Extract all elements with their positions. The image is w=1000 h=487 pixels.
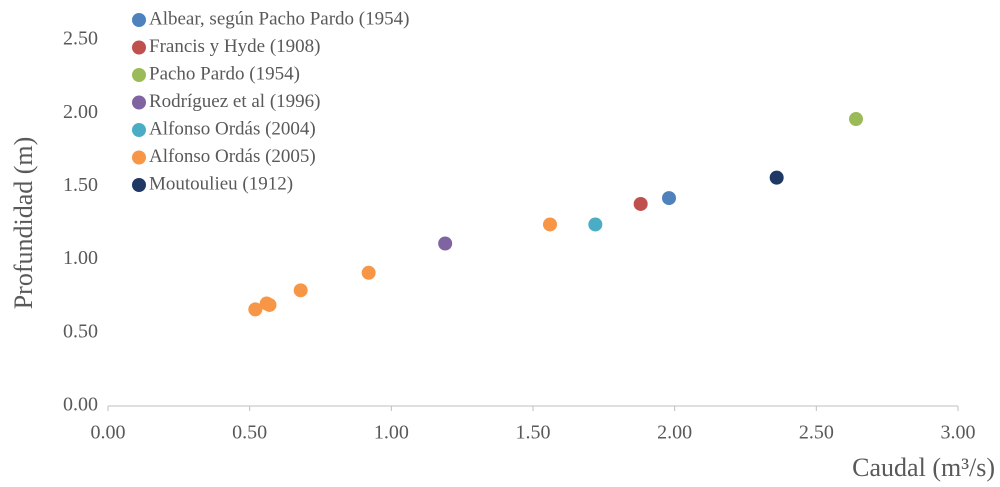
data-point	[361, 265, 376, 280]
data-point	[769, 170, 784, 185]
y-tick-label: 1.00	[63, 247, 98, 269]
y-tick-label: 0.50	[63, 320, 98, 342]
legend-label: Albear, según Pacho Pardo (1954)	[149, 8, 409, 29]
legend-marker	[132, 95, 146, 110]
x-tick-label: 2.00	[657, 422, 692, 444]
data-point	[633, 196, 648, 211]
data-point	[438, 236, 453, 251]
x-tick-label: 1.50	[516, 422, 551, 444]
legend-label: Alfonso Ordás (2004)	[149, 118, 316, 139]
legend-label: Moutoulieu (1912)	[149, 173, 293, 194]
legend-label: Pacho Pardo (1954)	[149, 63, 300, 84]
legend-marker	[132, 13, 146, 27]
legend-marker	[132, 150, 146, 165]
y-tick-label: 2.00	[63, 101, 98, 123]
legend-marker	[132, 178, 146, 192]
data-point	[588, 217, 603, 232]
x-axis-label: Caudal (m³/s)	[852, 453, 995, 482]
data-point	[262, 297, 277, 312]
legend-marker	[132, 40, 146, 55]
x-tick-label: 0.50	[232, 422, 267, 444]
legend-label: Francis y Hyde (1908)	[149, 36, 321, 57]
x-tick-label: 2.50	[799, 422, 834, 444]
x-tick-label: 1.00	[374, 422, 409, 444]
legend-marker	[132, 123, 146, 137]
data-point	[662, 191, 676, 206]
data-point	[543, 217, 557, 232]
legend-label: Rodríguez et al (1996)	[149, 91, 320, 112]
data-point	[849, 112, 863, 127]
legend-label: Alfonso Ordás (2005)	[149, 146, 316, 167]
y-tick-label: 1.50	[63, 174, 98, 196]
x-tick-label: 3.00	[941, 422, 976, 444]
y-axis-label: Profundidad (m)	[9, 137, 38, 310]
legend-marker	[132, 68, 146, 82]
y-tick-label: 0.00	[63, 394, 98, 416]
data-point	[248, 302, 263, 317]
data-point	[293, 283, 308, 298]
y-tick-label: 2.50	[63, 28, 98, 50]
x-tick-label: 0.00	[91, 422, 126, 444]
